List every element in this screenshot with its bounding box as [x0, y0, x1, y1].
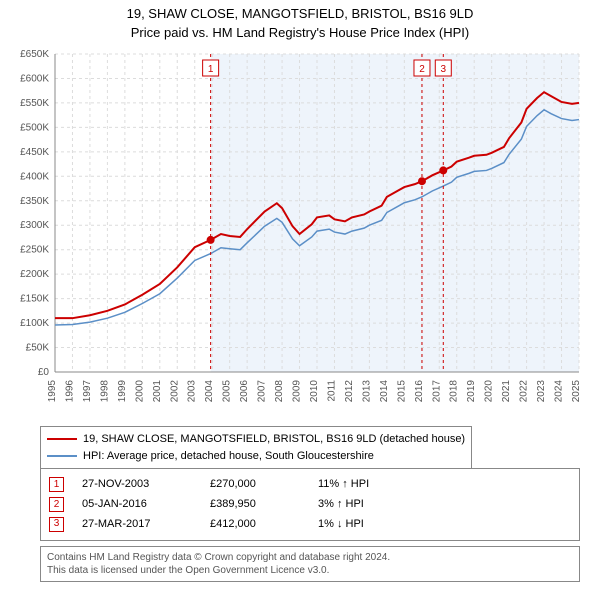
xtick-label: 2025 [571, 380, 582, 403]
chart-title: 19, SHAW CLOSE, MANGOTSFIELD, BRISTOL, B… [0, 0, 600, 23]
xtick-label: 2020 [484, 380, 495, 403]
xtick-label: 2004 [204, 380, 215, 403]
event-row: 1 27-NOV-2003 £270,000 11% ↑ HPI [49, 475, 571, 495]
xtick-label: 1995 [47, 380, 58, 403]
ytick-label: £350K [20, 196, 49, 207]
event-marker-box-number: 1 [208, 64, 214, 75]
xtick-label: 2011 [326, 380, 337, 402]
event-date: 27-NOV-2003 [82, 475, 192, 495]
ytick-label: £200K [20, 269, 49, 280]
legend-swatch-hpi [47, 455, 77, 457]
ytick-label: £450K [20, 147, 49, 158]
xtick-label: 1999 [117, 380, 128, 403]
event-price: £270,000 [210, 475, 300, 495]
event-date: 27-MAR-2017 [82, 515, 192, 535]
event-pct: 11% ↑ HPI [318, 475, 418, 495]
xtick-label: 2007 [257, 380, 268, 403]
xtick-label: 2009 [292, 380, 303, 403]
xtick-label: 2002 [169, 380, 180, 403]
event-marker-number: 1 [49, 477, 64, 492]
legend-row-property: 19, SHAW CLOSE, MANGOTSFIELD, BRISTOL, B… [47, 431, 465, 448]
event-marker-box-number: 3 [441, 64, 447, 75]
xtick-label: 2018 [449, 380, 460, 403]
event-price: £412,000 [210, 515, 300, 535]
event-marker-number: 2 [49, 497, 64, 512]
event-pct: 3% ↑ HPI [318, 495, 418, 515]
xtick-label: 2005 [222, 380, 233, 403]
xtick-label: 2000 [134, 380, 145, 403]
xtick-label: 2019 [466, 380, 477, 403]
xtick-label: 2017 [431, 380, 442, 403]
event-date: 05-JAN-2016 [82, 495, 192, 515]
footer-line1: Contains HM Land Registry data © Crown c… [47, 551, 573, 564]
xtick-label: 2014 [379, 380, 390, 403]
ytick-label: £300K [20, 220, 49, 231]
xtick-label: 2024 [554, 380, 565, 403]
event-marker-dot [207, 236, 215, 244]
ytick-label: £650K [20, 49, 49, 60]
events-box: 1 27-NOV-2003 £270,000 11% ↑ HPI 2 05-JAN-201… [40, 468, 580, 541]
xtick-label: 1996 [64, 380, 75, 403]
xtick-label: 2010 [309, 380, 320, 403]
ytick-label: £550K [20, 98, 49, 109]
legend-label-property: 19, SHAW CLOSE, MANGOTSFIELD, BRISTOL, B… [83, 431, 465, 448]
ytick-label: £250K [20, 245, 49, 256]
legend-row-hpi: HPI: Average price, detached house, Sout… [47, 448, 465, 465]
ytick-label: £0 [38, 367, 50, 378]
event-row: 2 05-JAN-2016 £389,950 3% ↑ HPI [49, 495, 571, 515]
chart-subtitle: Price paid vs. HM Land Registry's House … [0, 23, 600, 40]
legend-label-hpi: HPI: Average price, detached house, Sout… [83, 448, 374, 465]
ytick-label: £400K [20, 171, 49, 182]
ytick-label: £100K [20, 318, 49, 329]
xtick-label: 2012 [344, 380, 355, 403]
chart-container: 19, SHAW CLOSE, MANGOTSFIELD, BRISTOL, B… [0, 0, 600, 590]
ytick-label: £500K [20, 122, 49, 133]
ytick-label: £50K [26, 343, 50, 354]
shaded-region [211, 54, 579, 372]
xtick-label: 2008 [274, 380, 285, 403]
xtick-label: 2023 [536, 380, 547, 403]
event-marker-number: 3 [49, 517, 64, 532]
xtick-label: 2013 [361, 380, 372, 403]
xtick-label: 2016 [414, 380, 425, 403]
xtick-label: 2021 [501, 380, 512, 403]
xtick-label: 1998 [99, 380, 110, 403]
xtick-label: 1997 [82, 380, 93, 403]
footer-line2: This data is licensed under the Open Gov… [47, 564, 573, 577]
xtick-label: 2015 [396, 380, 407, 403]
event-marker-dot [418, 177, 426, 185]
event-price: £389,950 [210, 495, 300, 515]
ytick-label: £600K [20, 73, 49, 84]
xtick-label: 2001 [152, 380, 163, 403]
xtick-label: 2003 [187, 380, 198, 403]
legend-swatch-property [47, 438, 77, 440]
footer-box: Contains HM Land Registry data © Crown c… [40, 546, 580, 582]
event-row: 3 27-MAR-2017 £412,000 1% ↓ HPI [49, 515, 571, 535]
chart-svg: £0£50K£100K£150K£200K£250K£300K£350K£400… [55, 50, 585, 410]
event-pct: 1% ↓ HPI [318, 515, 418, 535]
xtick-label: 2006 [239, 380, 250, 403]
event-marker-dot [439, 166, 447, 174]
xtick-label: 2022 [519, 380, 530, 403]
event-marker-box-number: 2 [419, 64, 425, 75]
ytick-label: £150K [20, 294, 49, 305]
legend-box: 19, SHAW CLOSE, MANGOTSFIELD, BRISTOL, B… [40, 426, 580, 469]
chart-plot-area: £0£50K£100K£150K£200K£250K£300K£350K£400… [55, 50, 585, 410]
